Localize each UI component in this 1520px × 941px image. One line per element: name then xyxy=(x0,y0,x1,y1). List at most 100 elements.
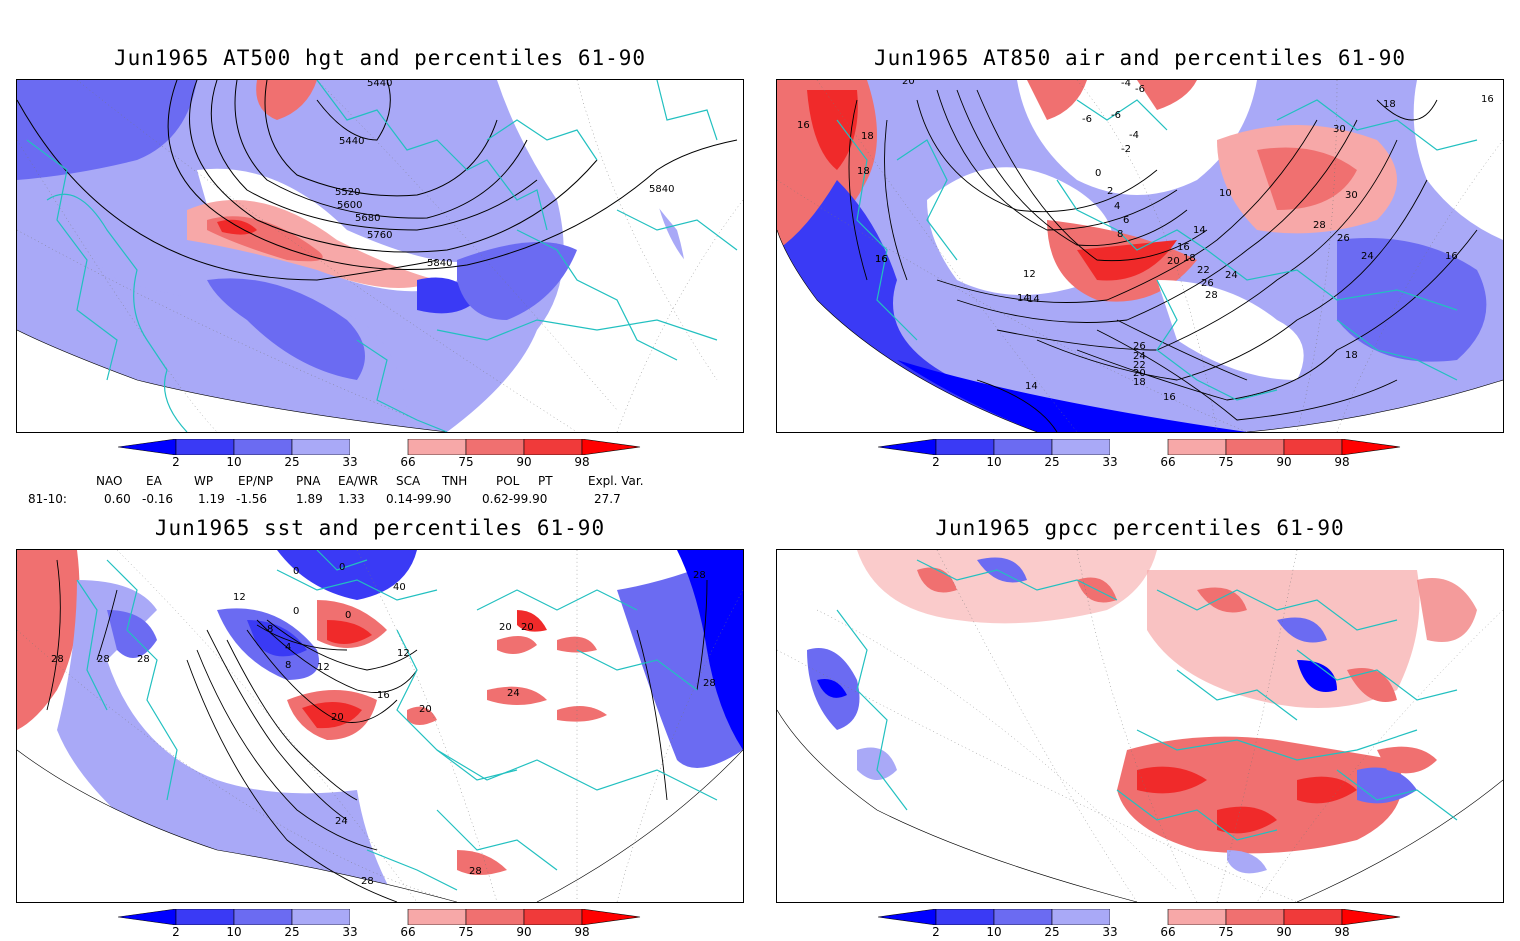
colorbar-tick-label: 10 xyxy=(226,455,242,469)
contour-label: 5600 xyxy=(337,200,362,211)
contour-label: 16 xyxy=(797,120,810,131)
contour-label: 18 xyxy=(1383,99,1396,110)
contour-label: 28 xyxy=(1313,220,1326,231)
anomaly-fill xyxy=(407,706,437,725)
contour-label: 5440 xyxy=(339,136,364,147)
panel-4-title: Jun1965 gpcc percentiles 61-90 xyxy=(935,516,1345,540)
anomaly-fill xyxy=(487,686,547,705)
coastlines xyxy=(76,550,718,891)
index-header: EA/WR xyxy=(338,474,379,488)
colorbar-scale xyxy=(118,439,641,455)
index-header: EP/NP xyxy=(238,474,274,488)
anomaly-fill xyxy=(497,636,537,654)
colorbar-segment xyxy=(1051,909,1111,925)
contour-label: 14 xyxy=(1025,381,1038,392)
coastlines xyxy=(836,99,1478,401)
colorbar-tick-label: 33 xyxy=(1102,925,1118,939)
colorbar-tick-label: 25 xyxy=(1044,455,1060,469)
colorbar-segment xyxy=(407,909,467,925)
anomaly-fill xyxy=(302,701,362,729)
contour-label: 40 xyxy=(393,582,406,593)
colorbar-tick-label: 75 xyxy=(458,455,474,469)
anomaly-fill xyxy=(327,620,372,644)
colorbar-tick-label: 90 xyxy=(1276,455,1292,469)
colorbar-tick-label: 66 xyxy=(1160,455,1176,469)
precip-fill xyxy=(1227,850,1267,874)
colorbar-tick-label: 90 xyxy=(1276,925,1292,939)
contour-label: 30 xyxy=(1345,190,1358,201)
anomaly-fill xyxy=(577,80,743,432)
contour-label: 20 xyxy=(331,712,344,723)
colorbar-tick-label: 10 xyxy=(986,455,1002,469)
colorbar-segment xyxy=(1341,439,1401,455)
contour-label: 18 xyxy=(1345,350,1358,361)
colorbar-tick-label: 2 xyxy=(172,925,180,939)
colorbar-tick-label: 66 xyxy=(1160,925,1176,939)
index-value: 27.7 xyxy=(594,492,621,506)
map-gpcc xyxy=(777,550,1503,902)
precip-fill xyxy=(1417,578,1477,642)
colorbar-tick-label: 90 xyxy=(516,455,532,469)
anomaly-fill xyxy=(1017,80,1257,195)
colorbar-segment xyxy=(1110,439,1168,455)
colorbar-segment xyxy=(1110,909,1168,925)
colorbar-panel-2: 2 10 25 33 66 75 90 98 xyxy=(878,439,1438,471)
contour-label: 28 xyxy=(1205,290,1218,301)
precip-fill xyxy=(857,747,897,780)
index-header: POL xyxy=(496,474,520,488)
colorbar-segment xyxy=(523,439,583,455)
contour-label: 4 xyxy=(285,642,291,653)
colorbar-segment xyxy=(1167,439,1227,455)
contour-label: 16 xyxy=(875,254,888,265)
colorbar-tick-label: 2 xyxy=(172,455,180,469)
contour-label: 20 xyxy=(419,704,432,715)
colorbar-segment xyxy=(581,909,641,925)
colorbar-panel-1: 2 10 25 33 66 75 90 98 xyxy=(118,439,678,471)
contour-label: 16 xyxy=(1163,392,1176,403)
map-panel-air850: 20 16 18 16 18 -6 -4 -6 -4 -2 -6 0 2 4 6… xyxy=(776,79,1504,433)
colorbar-tick-labels: 2 10 25 33 66 75 90 98 xyxy=(118,455,678,469)
anomaly-fill xyxy=(107,610,157,658)
colorbar-segment xyxy=(1225,439,1285,455)
contour-label: -6 xyxy=(1082,114,1092,125)
colorbar-segment xyxy=(993,909,1053,925)
colorbar-segment xyxy=(1283,439,1343,455)
colorbar-tick-label: 90 xyxy=(516,925,532,939)
precip-fill xyxy=(1297,660,1337,692)
index-header: WP xyxy=(194,474,214,488)
index-header: PNA xyxy=(296,474,321,488)
contour-label: 14 xyxy=(1027,294,1040,305)
anomaly-fill xyxy=(897,360,1247,432)
colorbar-tick-label: 98 xyxy=(1334,925,1350,939)
index-row-label: 81-10: xyxy=(28,492,67,506)
contour-label: 5840 xyxy=(427,258,452,269)
precip-fill xyxy=(1117,736,1402,854)
contour-label: -4 xyxy=(1129,130,1139,141)
anomaly-fill xyxy=(277,550,417,600)
contour-label: 28 xyxy=(361,876,374,887)
contour-label: 20 xyxy=(521,622,534,633)
contour-label: -6 xyxy=(1111,110,1121,121)
colorbar-tick-label: 98 xyxy=(574,455,590,469)
anomaly-fill xyxy=(207,278,365,380)
colorbar-tick-label: 33 xyxy=(342,455,358,469)
anomaly-fill xyxy=(807,90,858,170)
contour-label: 0 xyxy=(293,606,299,617)
colorbar-segment xyxy=(1341,909,1401,925)
contour-label: 0 xyxy=(339,562,345,573)
hemisphere-edge xyxy=(777,229,1503,432)
colorbar-segment xyxy=(581,439,641,455)
contour-label: 30 xyxy=(1333,124,1346,135)
temperature-contours xyxy=(848,89,1478,432)
contour-label: 20 xyxy=(499,622,512,633)
precip-fill xyxy=(977,557,1027,583)
height-contours xyxy=(17,80,738,281)
index-header: PT xyxy=(538,474,553,488)
index-value: 1.89 xyxy=(296,492,323,506)
map-air850: 20 16 18 16 18 -6 -4 -6 -4 -2 -6 0 2 4 6… xyxy=(777,80,1503,432)
colorbar-tick-label: 25 xyxy=(1044,925,1060,939)
colorbar-panel-4: 2 10 25 33 66 75 90 98 xyxy=(878,909,1438,941)
precip-fill xyxy=(1137,766,1207,794)
precip-fill xyxy=(1277,617,1327,643)
panel-2-title: Jun1965 AT850 air and percentiles 61-90 xyxy=(873,46,1407,70)
